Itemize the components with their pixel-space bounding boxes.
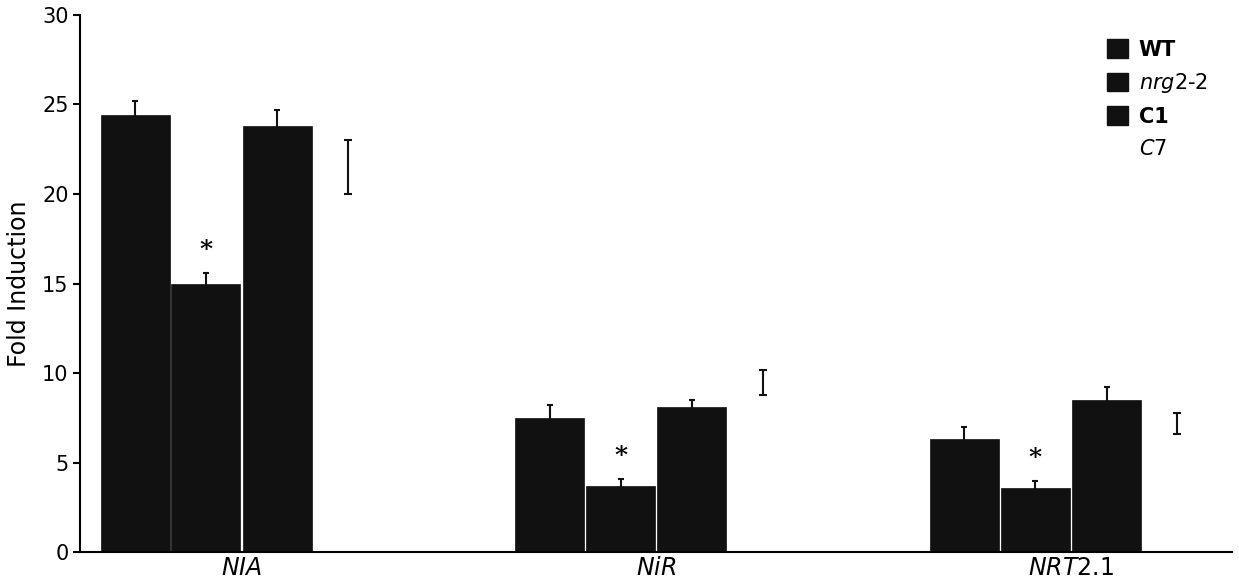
Bar	[1001, 488, 1069, 552]
Bar	[929, 440, 999, 552]
Bar	[515, 418, 585, 552]
Y-axis label: Fold Induction: Fold Induction	[7, 200, 31, 367]
Bar	[1072, 400, 1141, 552]
Text: *: *	[1028, 446, 1042, 470]
Legend: WT, $\it{nrg2}$-$\it{2}$, C1, $\it{C7}$: WT, $\it{nrg2}$-$\it{2}$, C1, $\it{C7}$	[1099, 31, 1215, 167]
Text: *: *	[199, 238, 212, 262]
Bar	[171, 284, 240, 552]
Bar	[658, 407, 726, 552]
Bar	[100, 115, 170, 552]
Bar	[586, 486, 655, 552]
Text: *: *	[615, 444, 627, 468]
Bar	[243, 126, 312, 552]
